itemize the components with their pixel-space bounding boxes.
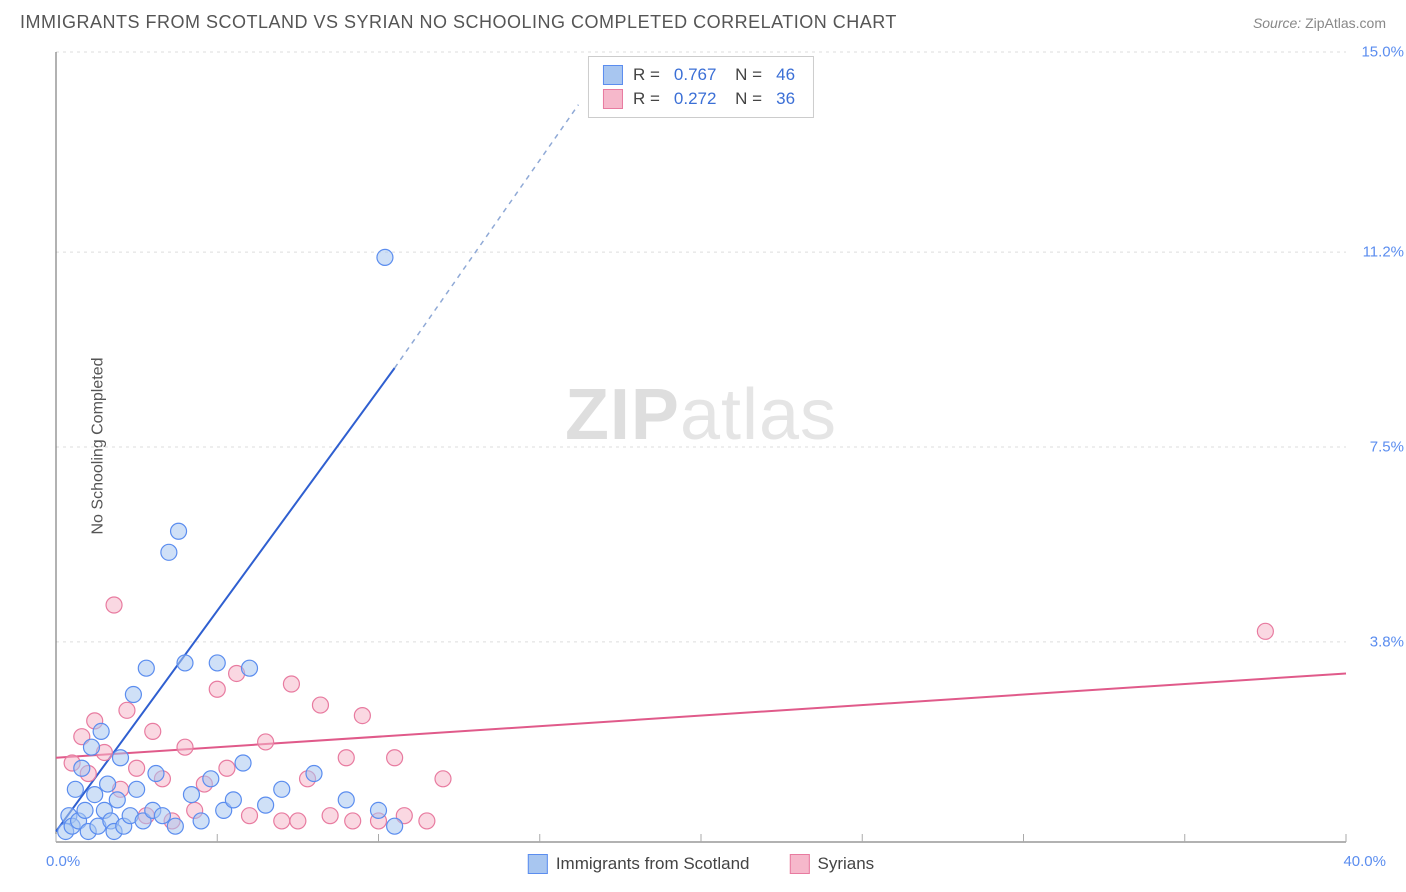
plot-area: ZIPatlas R = 0.767 N = 46 R = 0.272 N = … bbox=[56, 52, 1346, 842]
legend-bottom-label-syrians: Syrians bbox=[818, 854, 875, 874]
r-label-0: R = bbox=[633, 65, 660, 85]
legend-series: Immigrants from Scotland Syrians bbox=[528, 854, 874, 874]
legend-stats-row-0: R = 0.767 N = 46 bbox=[603, 63, 799, 87]
y-tick-label: 3.8% bbox=[1370, 633, 1404, 650]
legend-swatch-syrians bbox=[603, 89, 623, 109]
x-max-label: 40.0% bbox=[1343, 853, 1386, 870]
y-tick-label: 15.0% bbox=[1361, 44, 1404, 61]
legend-swatch-scotland bbox=[603, 65, 623, 85]
legend-item-scotland: Immigrants from Scotland bbox=[528, 854, 750, 874]
n-label-1: N = bbox=[730, 89, 762, 109]
legend-bottom-label-scotland: Immigrants from Scotland bbox=[556, 854, 750, 874]
chart-header: IMMIGRANTS FROM SCOTLAND VS SYRIAN NO SC… bbox=[20, 12, 1386, 33]
n-value-0: 46 bbox=[776, 65, 795, 85]
r-label-1: R = bbox=[633, 89, 660, 109]
chart-source: Source: ZipAtlas.com bbox=[1253, 15, 1386, 31]
source-label: Source: bbox=[1253, 15, 1301, 31]
n-label-0: N = bbox=[730, 65, 762, 85]
legend-stats-row-1: R = 0.272 N = 36 bbox=[603, 87, 799, 111]
legend-bottom-swatch-scotland bbox=[528, 854, 548, 874]
scatter-chart bbox=[56, 52, 1346, 842]
source-value: ZipAtlas.com bbox=[1305, 15, 1386, 31]
r-value-0: 0.767 bbox=[674, 65, 717, 85]
x-min-label: 0.0% bbox=[46, 853, 80, 870]
legend-stats: R = 0.767 N = 46 R = 0.272 N = 36 bbox=[588, 56, 814, 118]
n-value-1: 36 bbox=[776, 89, 795, 109]
r-value-1: 0.272 bbox=[674, 89, 717, 109]
y-tick-label: 7.5% bbox=[1370, 439, 1404, 456]
chart-title: IMMIGRANTS FROM SCOTLAND VS SYRIAN NO SC… bbox=[20, 12, 897, 33]
y-tick-label: 11.2% bbox=[1363, 244, 1404, 261]
legend-item-syrians: Syrians bbox=[790, 854, 875, 874]
legend-bottom-swatch-syrians bbox=[790, 854, 810, 874]
